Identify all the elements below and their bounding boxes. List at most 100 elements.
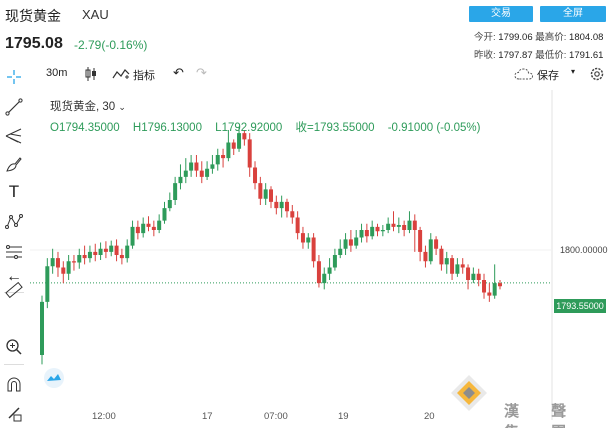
candle-body	[103, 248, 108, 252]
ohlc-values: O1794.35000 H1796.13000 L1792.92000 收=17…	[50, 119, 490, 135]
candle-body	[199, 170, 204, 177]
candle-body	[370, 226, 375, 237]
legend-open: O1794.35000	[50, 122, 120, 134]
legend-chevron-icon[interactable]: ⌄	[118, 102, 126, 112]
candle-body	[274, 201, 279, 209]
legend-low: L1792.92000	[215, 122, 283, 134]
settings-gear-icon[interactable]	[589, 66, 605, 82]
trade-button[interactable]: 交易	[469, 6, 533, 22]
candle-body	[295, 217, 300, 234]
candle-body	[61, 267, 66, 274]
candle-body	[87, 251, 92, 259]
text-tool-icon[interactable]: T	[8, 182, 20, 201]
rail-divider	[4, 364, 24, 365]
time-label: 17	[202, 411, 213, 422]
candle-body	[498, 283, 502, 287]
cloud-save-icon[interactable]	[514, 67, 534, 81]
candle-body	[82, 255, 87, 259]
drawing-tools-rail: T ←	[0, 62, 30, 428]
candle-body	[50, 258, 55, 267]
pattern-icon[interactable]	[4, 212, 24, 232]
time-label: 07:00	[264, 411, 288, 422]
candle-body	[237, 133, 242, 149]
candle-body	[487, 292, 492, 296]
current-price-tag: 1793.55000	[554, 299, 606, 313]
candle-body	[418, 230, 423, 252]
candle-body	[402, 225, 407, 230]
candle-body	[380, 230, 385, 232]
candle-body	[98, 248, 103, 255]
candle-body	[151, 226, 156, 230]
last-price: 1795.08	[5, 35, 63, 52]
candle-body	[247, 139, 252, 168]
back-arrow-icon[interactable]: ←	[6, 268, 22, 285]
candle-body	[290, 211, 295, 218]
candle-body	[476, 273, 481, 280]
trend-line-icon[interactable]	[4, 97, 24, 117]
candle-body	[141, 223, 146, 234]
redo-icon[interactable]: ↷	[196, 65, 207, 80]
candle-body	[45, 266, 50, 302]
candle-body	[40, 301, 44, 355]
candle-body	[130, 226, 135, 246]
candle-body	[359, 230, 364, 238]
candlestick-chart[interactable]	[30, 90, 612, 428]
candle-body	[354, 237, 359, 246]
candle-body	[386, 223, 391, 230]
legend-high: H1796.13000	[132, 122, 202, 134]
fib-levels-icon[interactable]	[4, 242, 24, 262]
legend-title: 现货黄金, 30 ⌄	[50, 98, 490, 114]
time-label: 19	[338, 411, 349, 422]
candle-body	[221, 155, 226, 159]
rail-divider	[4, 292, 24, 293]
candle-body	[471, 273, 476, 280]
candle-body	[205, 168, 210, 177]
candle-body	[348, 239, 353, 246]
candle-body	[258, 183, 263, 199]
candle-body	[231, 142, 236, 149]
crosshair-icon[interactable]	[4, 67, 24, 87]
candle-body	[492, 283, 497, 296]
magnet-icon[interactable]	[4, 375, 24, 395]
lock-pencil-icon[interactable]	[4, 403, 24, 423]
pitchfork-icon[interactable]	[4, 126, 24, 146]
ruler-icon[interactable]	[4, 280, 24, 300]
stats-row-2: 昨收: 1797.87 最低价: 1791.61	[474, 47, 603, 61]
zoom-in-icon[interactable]	[4, 337, 24, 357]
candle-body	[343, 239, 348, 249]
time-label: 20	[424, 411, 435, 422]
candle-body	[109, 245, 114, 252]
candle-body	[135, 226, 140, 234]
high-value: 1804.08	[569, 32, 604, 43]
high-label: 最高价:	[535, 32, 567, 43]
brush-icon[interactable]	[4, 155, 24, 175]
legend-symbol: 现货黄金, 30	[50, 101, 116, 113]
candle-body	[316, 261, 321, 284]
candle-body	[226, 142, 231, 159]
price-level-label: 1800.00000	[560, 245, 608, 255]
interval-button[interactable]: 30m	[46, 67, 68, 79]
undo-icon[interactable]: ↶	[173, 65, 184, 80]
company-logo-icon	[451, 375, 487, 411]
candle-body	[114, 245, 119, 255]
candle-body	[439, 248, 444, 265]
candle-body	[189, 162, 194, 171]
candle-body	[173, 183, 178, 200]
fullscreen-button[interactable]: 全屏	[540, 6, 606, 22]
symbol-code: XAU	[82, 7, 109, 22]
candle-body	[327, 267, 332, 274]
candle-body	[300, 233, 305, 243]
candle-body	[210, 164, 215, 169]
candle-body	[162, 208, 167, 221]
stats-row-1: 今开: 1799.06 最高价: 1804.08	[474, 29, 603, 43]
candle-body	[146, 223, 151, 227]
prev-close-label: 昨收:	[474, 50, 496, 61]
save-dropdown-chevron-icon[interactable]: ▾	[571, 67, 576, 76]
candle-body	[306, 237, 311, 243]
candle-body	[253, 167, 258, 184]
candle-type-icon[interactable]	[84, 66, 98, 82]
save-button[interactable]: 保存	[537, 70, 559, 82]
indicators-button[interactable]: 指标	[133, 70, 155, 82]
indicators-icon[interactable]	[112, 66, 130, 82]
candle-body	[423, 251, 428, 262]
